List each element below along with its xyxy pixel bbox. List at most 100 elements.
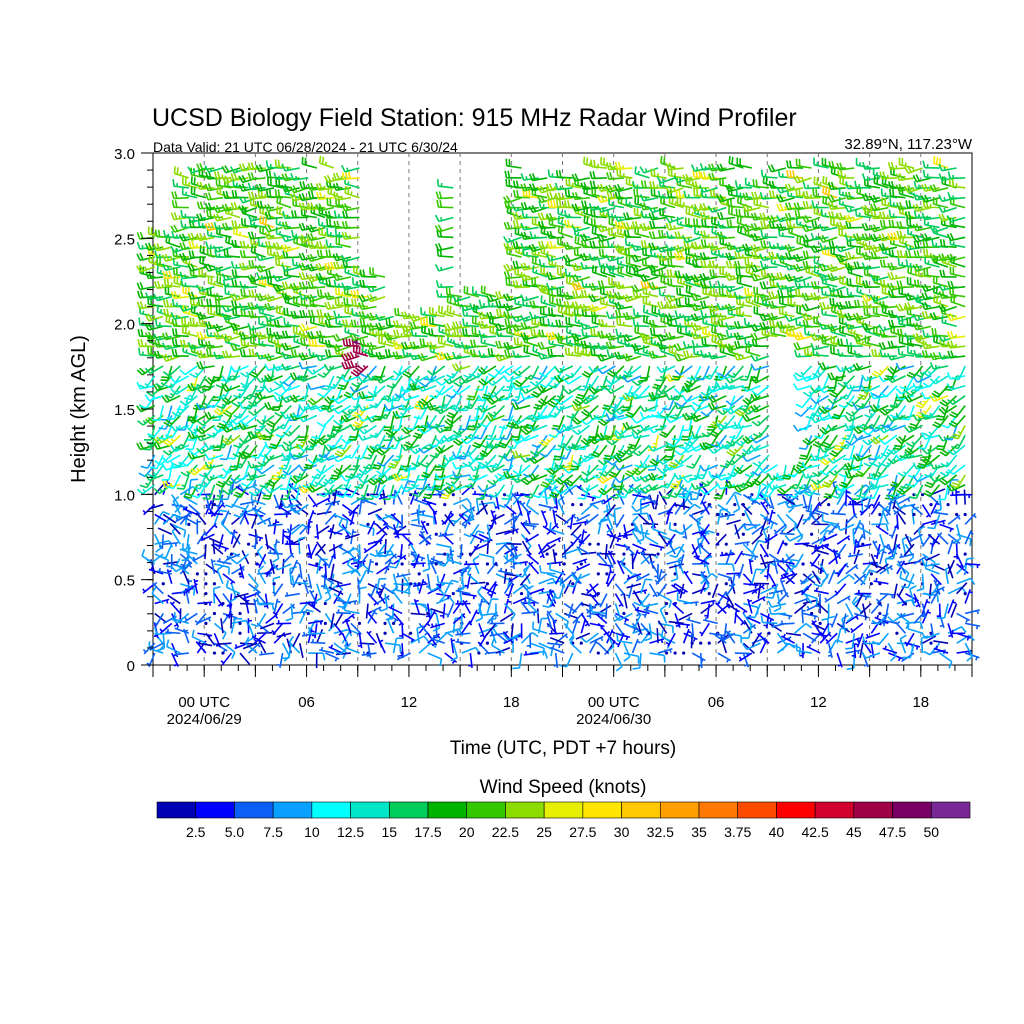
barb-flag xyxy=(307,183,312,191)
barb-half-flag xyxy=(352,465,357,468)
barb-staff xyxy=(233,592,249,599)
barb-staff xyxy=(361,444,369,460)
barb-flag xyxy=(344,185,347,194)
barb-flag xyxy=(164,480,170,488)
barb-flag xyxy=(199,201,204,209)
wind-barb xyxy=(306,611,310,616)
barb-staff xyxy=(182,285,198,288)
barb-flag xyxy=(204,442,210,450)
wind-barb xyxy=(282,552,295,565)
barb-half-flag xyxy=(312,504,317,508)
barb-flag xyxy=(262,438,270,441)
wind-barb xyxy=(418,622,430,636)
barb-flag xyxy=(281,221,286,230)
barb-flag xyxy=(258,431,264,439)
barb-half-flag xyxy=(338,231,341,236)
barb-staff xyxy=(167,594,181,605)
barb-flag xyxy=(262,497,270,500)
wind-barb xyxy=(213,509,227,525)
barb-staff xyxy=(144,464,156,477)
barb-flag xyxy=(195,402,201,410)
barb-half-flag xyxy=(263,334,267,339)
barb-half-flag xyxy=(307,585,312,588)
barb-half-flag xyxy=(245,371,250,376)
barb-flag xyxy=(179,400,187,406)
barb-half-flag xyxy=(269,387,273,392)
barb-flag xyxy=(405,486,414,490)
barb-half-flag xyxy=(226,307,230,311)
wind-barb xyxy=(161,582,165,586)
wind-barb xyxy=(187,291,207,300)
barb-flag xyxy=(154,627,158,635)
barb-flag xyxy=(191,629,195,637)
wind-barb xyxy=(196,311,215,320)
barb-half-flag xyxy=(396,455,400,458)
barb-half-flag xyxy=(364,469,368,473)
barb-flag xyxy=(191,250,195,258)
barb-flag xyxy=(233,172,238,180)
barb-half-flag xyxy=(425,615,430,618)
barb-staff xyxy=(173,652,189,656)
wind-barb xyxy=(172,257,189,268)
barb-half-flag xyxy=(241,567,245,571)
wind-barb xyxy=(332,333,352,342)
barb-flag xyxy=(370,494,378,499)
barb-flag xyxy=(224,437,232,444)
barb-staff xyxy=(154,482,166,496)
barb-flag xyxy=(216,186,219,194)
barb-half-flag xyxy=(278,221,282,226)
barb-flag xyxy=(320,387,329,391)
wind-barb xyxy=(409,631,413,635)
barb-staff xyxy=(145,395,156,409)
barb-half-flag xyxy=(269,455,273,460)
barb-flag xyxy=(164,434,173,439)
barb-flag xyxy=(225,350,229,358)
barb-half-flag xyxy=(364,348,368,353)
barb-flag xyxy=(323,363,329,371)
barb-flag xyxy=(309,263,315,271)
barb-flag xyxy=(293,334,296,342)
barb-half-flag xyxy=(232,375,236,378)
barb-half-flag xyxy=(184,191,188,196)
wind-barb xyxy=(138,464,156,478)
wind-barb xyxy=(205,563,219,574)
barb-flag xyxy=(153,243,158,252)
barb-flag xyxy=(316,309,320,317)
barb-flag xyxy=(181,252,187,260)
barb-half-flag xyxy=(366,654,371,657)
barb-staff xyxy=(156,324,172,328)
barb-half-flag xyxy=(241,385,246,389)
barb-half-flag xyxy=(175,516,179,521)
barb-staff xyxy=(239,602,256,605)
barb-flag xyxy=(392,370,400,377)
wind-barb xyxy=(358,499,365,515)
barb-half-flag xyxy=(329,488,334,493)
wind-barb xyxy=(220,652,233,666)
barb-half-flag xyxy=(397,436,401,441)
barb-flag xyxy=(231,269,235,277)
barb-flag xyxy=(199,163,204,171)
barb-flag xyxy=(213,171,218,179)
barb-flag xyxy=(164,353,170,361)
barb-flag xyxy=(147,242,153,250)
barb-flag xyxy=(187,216,193,223)
barb-half-flag xyxy=(173,623,178,627)
wind-barb xyxy=(334,613,344,627)
barb-half-flag xyxy=(276,471,281,475)
barb-flag xyxy=(227,235,231,244)
barb-flag xyxy=(224,175,230,183)
barb-flag xyxy=(204,412,210,420)
barb-staff xyxy=(239,652,251,666)
barb-staff xyxy=(174,246,190,254)
wind-barb xyxy=(427,652,443,667)
barb-staff xyxy=(289,568,293,584)
barb-half-flag xyxy=(230,581,234,585)
barb-staff xyxy=(365,603,369,619)
barb-staff xyxy=(362,484,369,500)
wind-barb xyxy=(369,424,386,439)
barb-half-flag xyxy=(259,425,263,428)
wind-barb xyxy=(163,541,179,547)
wind-barb xyxy=(225,553,241,561)
barb-flag xyxy=(206,248,209,256)
